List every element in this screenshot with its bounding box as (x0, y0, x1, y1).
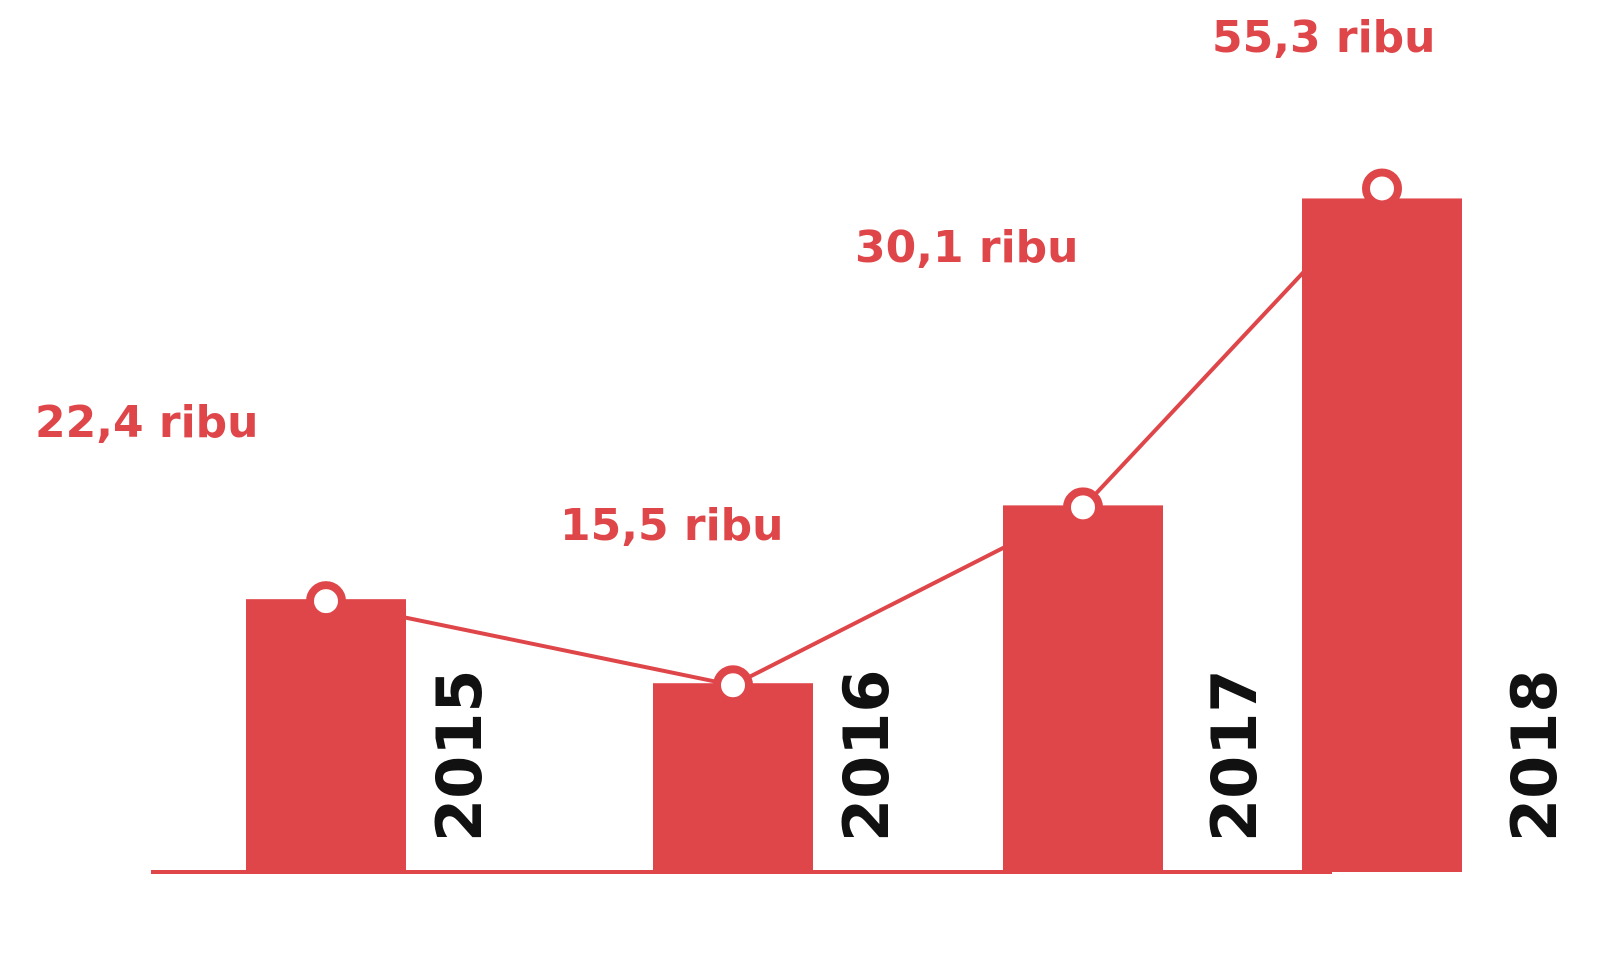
value-label-2015: 22,4 ribu (35, 397, 258, 448)
bar-2016 (653, 683, 813, 872)
bar-2017 (1003, 505, 1163, 872)
marker-2018 (1362, 168, 1402, 209)
value-label-2016: 15,5 ribu (560, 500, 783, 551)
marker-2015 (306, 581, 346, 622)
year-label-2016: 2016 (830, 669, 903, 842)
bar-2018 (1302, 198, 1462, 873)
year-label-2018: 2018 (1498, 669, 1571, 842)
bar-2015 (246, 599, 406, 872)
marker-2016 (713, 665, 753, 706)
value-label-2017: 30,1 ribu (855, 222, 1078, 273)
value-label-2018: 55,3 ribu (1212, 12, 1435, 63)
year-label-2015: 2015 (423, 669, 496, 842)
trend-line (325, 187, 1384, 688)
marker-2017 (1063, 487, 1103, 528)
year-label-2017: 2017 (1198, 669, 1271, 842)
